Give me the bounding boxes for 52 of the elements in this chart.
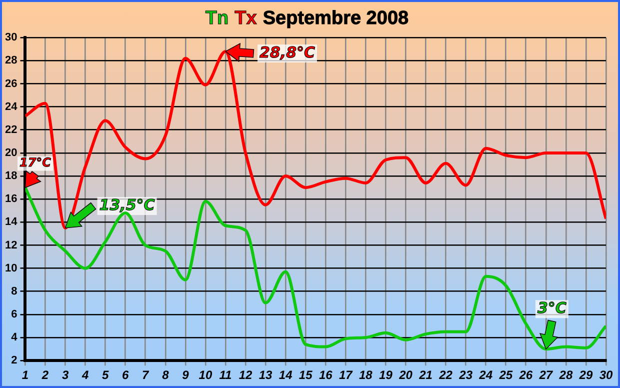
y-tick-label: 24: [4, 100, 18, 113]
y-tick-label: 30: [4, 32, 18, 44]
x-tick-label: 29: [578, 368, 593, 382]
y-tick-label: 2: [11, 354, 18, 367]
annotation: 13,5°C: [99, 196, 155, 214]
x-tick-label: 13: [258, 368, 273, 382]
x-tick-label: 22: [438, 368, 453, 382]
series-label: Tx: [234, 8, 257, 29]
x-tick-label: 28: [558, 368, 573, 382]
x-tick-label: 17: [338, 368, 354, 382]
x-tick-label: 7: [142, 368, 150, 382]
x-tick-label: 4: [80, 368, 89, 382]
x-tick-label: 1: [22, 368, 29, 382]
x-tick-label: 8: [162, 368, 170, 382]
x-tick-label: 23: [458, 368, 473, 382]
y-tick-label: 10: [4, 262, 18, 274]
x-tick-label: 9: [182, 368, 190, 382]
x-tick-label: 6: [122, 368, 130, 382]
x-tick-label: 16: [318, 368, 333, 382]
y-tick-label: 4: [11, 332, 18, 344]
y-tick-label: 16: [4, 193, 18, 206]
y-tick-label: 26: [4, 78, 18, 90]
x-tick-label: 20: [398, 368, 413, 382]
x-tick-label: 27: [538, 368, 554, 382]
y-tick-label: 28: [4, 54, 18, 67]
x-tick-label: 18: [359, 368, 373, 382]
x-tick-label: 14: [278, 368, 293, 382]
x-tick-label: 25: [498, 368, 513, 382]
text: Tn: [205, 8, 229, 29]
x-tick-label: 5: [102, 368, 109, 382]
x-tick-label: 11: [219, 368, 232, 382]
y-tick-label: 20: [4, 146, 18, 159]
annotation: 17°C: [19, 156, 52, 170]
x-tick-label: 2: [40, 368, 49, 382]
y-tick-label: 18: [4, 170, 18, 182]
x-tick-label: 10: [198, 368, 212, 382]
y-tick-label: 22: [4, 124, 18, 136]
chart-title: Septembre 2008: [262, 8, 409, 29]
x-tick-label: 21: [418, 368, 433, 382]
x-tick-label: 19: [379, 368, 393, 382]
x-tick-label: 3: [62, 368, 69, 382]
y-tick-label: 12: [4, 239, 18, 252]
y-tick-label: 14: [4, 216, 18, 228]
y-tick-label: 8: [11, 285, 18, 298]
x-tick-label: 24: [478, 368, 493, 382]
annotation: 28,8°C: [260, 43, 316, 62]
x-tick-label: 15: [298, 368, 313, 382]
x-tick-label: 26: [518, 368, 533, 382]
x-tick-label: 30: [599, 368, 613, 382]
annotation: 3°C: [537, 298, 566, 317]
x-tick-label: 12: [238, 368, 253, 382]
y-tick-label: 6: [11, 308, 18, 320]
